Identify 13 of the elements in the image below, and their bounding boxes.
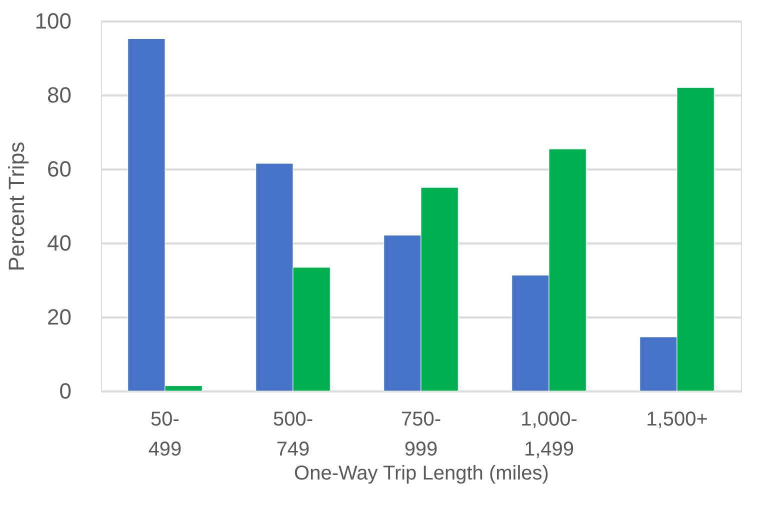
y-tick-label: 40 xyxy=(47,230,72,256)
x-tick-label: 1,000-1,499 xyxy=(520,408,578,460)
y-tick-label: 100 xyxy=(34,8,72,34)
y-tick-label: 0 xyxy=(59,378,72,404)
x-tick-label: 750-999 xyxy=(400,408,442,460)
y-tick-label: 20 xyxy=(47,304,72,330)
y-tick-label: 60 xyxy=(47,156,72,182)
x-axis-title: One-Way Trip Length (miles) xyxy=(294,462,549,484)
x-tick-label: 1,500+ xyxy=(646,408,708,430)
y-axis-title: Percent Trips xyxy=(4,142,29,272)
y-tick-label: 80 xyxy=(47,82,72,108)
x-tick-label: 50-499 xyxy=(148,408,182,460)
x-tick-label: 500-749 xyxy=(272,408,314,460)
